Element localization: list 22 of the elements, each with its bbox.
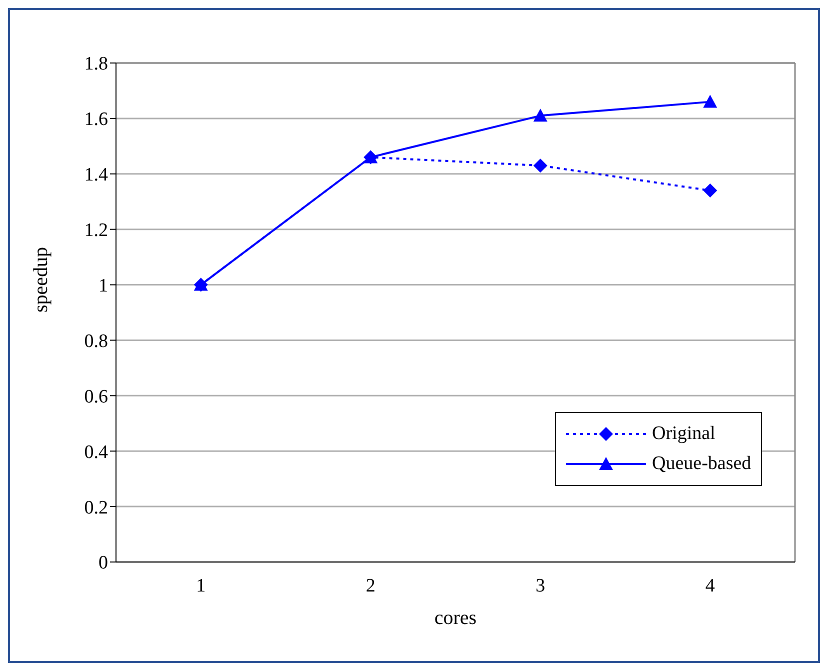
legend-label: Queue-based — [652, 453, 752, 475]
y-tick-label: 0.8 — [84, 330, 108, 352]
x-tick-label: 3 — [536, 575, 546, 596]
point — [533, 158, 548, 173]
x-tick-label: 1 — [196, 575, 206, 596]
y-tick-label: 1 — [98, 276, 108, 297]
legend-label: Original — [652, 423, 716, 445]
y-tick-label: 1.2 — [84, 220, 108, 242]
x-tick-label: 2 — [366, 575, 376, 596]
point — [703, 184, 718, 198]
x-axis-title: cores — [434, 607, 477, 629]
point — [703, 94, 718, 108]
x-tick-label: 4 — [705, 575, 716, 596]
y-tick-label: 0.6 — [84, 386, 108, 408]
y-tick-label: 0.4 — [84, 442, 108, 463]
y-tick-label: 1.8 — [84, 54, 108, 75]
y-axis-title: speedup — [30, 246, 52, 312]
y-tick-label: 0.2 — [84, 497, 108, 518]
y-tick-label: 0 — [98, 552, 108, 574]
y-tick-label: 1.6 — [84, 109, 108, 130]
point — [533, 108, 548, 122]
y-tick-label: 1.4 — [84, 164, 108, 186]
